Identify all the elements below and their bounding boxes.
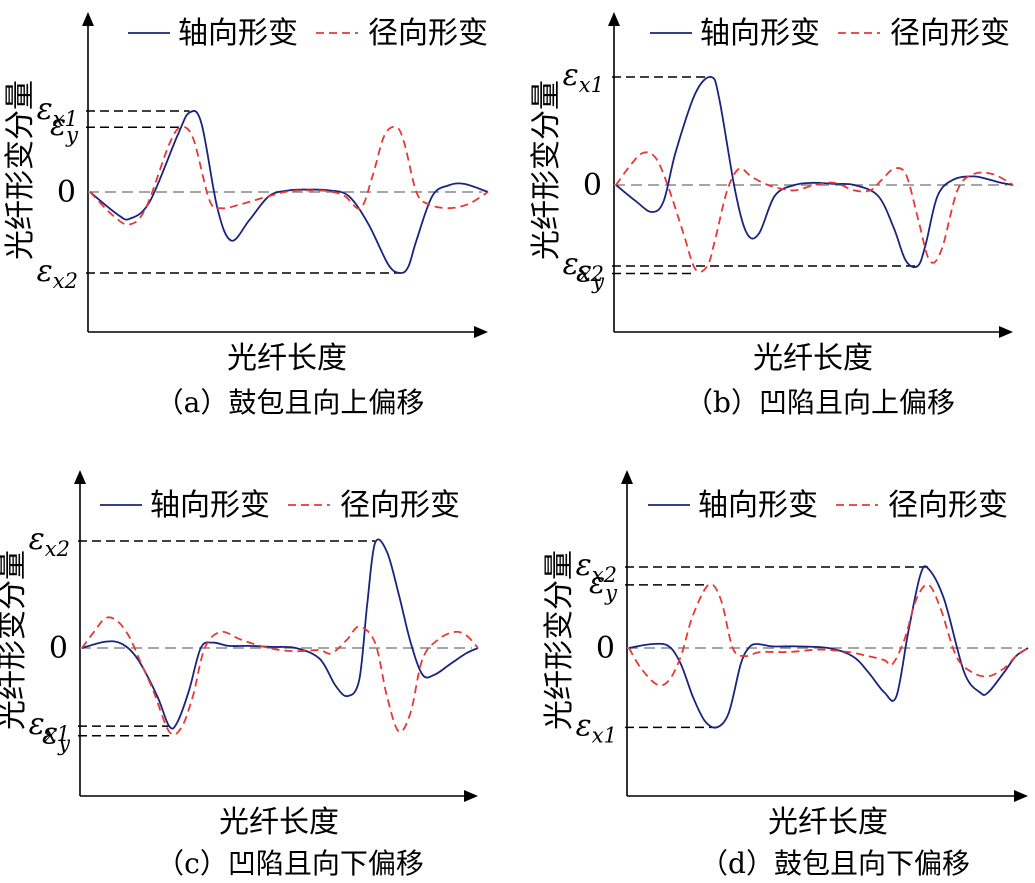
series-line-axial xyxy=(615,76,1014,269)
x-axis-label: 光纤长度 xyxy=(753,341,873,376)
epsilon-symbol: ε xyxy=(29,707,45,742)
epsilon-subscript: x1 xyxy=(579,73,604,97)
legend-label-axial: 轴向形变 xyxy=(178,16,298,51)
epsilon-subscript: x2 xyxy=(45,537,70,561)
y-axis-arrow xyxy=(621,470,633,484)
legend-label-radial: 径向形变 xyxy=(888,488,1008,523)
epsilon-symbol: ε xyxy=(42,717,58,752)
zero-tick-label: 0 xyxy=(49,631,68,666)
x-axis-label: 光纤长度 xyxy=(227,341,347,376)
epsilon-subscript: x2 xyxy=(53,269,78,293)
epsilon-symbol: ε xyxy=(37,92,53,127)
panel-caption: （c）凹陷且向下偏移 xyxy=(156,847,424,880)
epsilon-symbol: ε xyxy=(29,522,45,557)
epsilon-label-x2: εx2 xyxy=(576,548,617,587)
epsilon-label-x2: εx2 xyxy=(29,522,70,561)
epsilon-label-x1: εx1 xyxy=(576,708,617,747)
series-line-axial xyxy=(628,565,1029,729)
x-axis-label: 光纤长度 xyxy=(219,805,339,840)
epsilon-symbol: ε xyxy=(589,566,605,601)
panel-caption: （d）鼓包且向下偏移 xyxy=(700,847,970,880)
epsilon-label-x2: εx2 xyxy=(563,247,604,286)
zero-tick-label: 0 xyxy=(57,175,76,210)
y-axis-arrow xyxy=(82,12,94,26)
y-axis-arrow xyxy=(608,12,620,26)
epsilon-subscript: x1 xyxy=(592,723,617,747)
y-axis-label: 光纤形变分量 xyxy=(529,80,564,260)
epsilon-subscript: x2 xyxy=(579,262,604,286)
x-axis-arrow xyxy=(474,326,488,338)
zero-tick-label: 0 xyxy=(596,631,615,666)
panel-caption: （a）鼓包且向上偏移 xyxy=(156,386,425,419)
epsilon-label-y: εy xyxy=(589,566,618,605)
epsilon-label-y: εy xyxy=(576,255,605,294)
epsilon-symbol: ε xyxy=(50,108,66,143)
epsilon-subscript: y xyxy=(65,123,79,147)
epsilon-label-x2: εx2 xyxy=(37,254,78,293)
legend-label-axial: 轴向形变 xyxy=(700,16,820,51)
y-axis-label: 光纤形变分量 xyxy=(0,550,30,730)
y-axis-label: 光纤形变分量 xyxy=(542,550,577,730)
legend-label-axial: 轴向形变 xyxy=(698,488,818,523)
series-line-radial xyxy=(628,583,1029,687)
epsilon-symbol: ε xyxy=(576,548,592,583)
epsilon-symbol: ε xyxy=(37,254,53,289)
epsilon-symbol: ε xyxy=(563,58,579,93)
epsilon-label-y: εy xyxy=(50,108,79,147)
x-axis-arrow xyxy=(464,790,478,802)
epsilon-label-y: εy xyxy=(42,717,71,756)
epsilon-subscript: y xyxy=(591,270,605,294)
x-axis-label: 光纤长度 xyxy=(768,805,888,840)
epsilon-label-x1: εx1 xyxy=(29,707,70,746)
epsilon-symbol: ε xyxy=(576,708,592,743)
epsilon-label-x1: εx1 xyxy=(563,58,604,97)
legend-label-radial: 径向形变 xyxy=(340,488,460,523)
y-axis-arrow xyxy=(74,470,86,484)
epsilon-symbol: ε xyxy=(563,247,579,282)
epsilon-symbol: ε xyxy=(576,255,592,290)
panel-caption: （b）凹陷且向上偏移 xyxy=(685,386,955,419)
epsilon-label-x1: εx1 xyxy=(37,92,78,131)
x-axis-arrow xyxy=(1014,790,1028,802)
y-axis-label: 光纤形变分量 xyxy=(3,80,38,260)
series-line-radial xyxy=(89,125,489,226)
x-axis-arrow xyxy=(999,326,1013,338)
legend-label-radial: 径向形变 xyxy=(890,16,1010,51)
legend-label-axial: 轴向形变 xyxy=(150,488,270,523)
series-line-radial xyxy=(615,151,1014,273)
legend-label-radial: 径向形变 xyxy=(368,16,488,51)
zero-tick-label: 0 xyxy=(583,168,602,203)
epsilon-subscript: y xyxy=(57,732,71,756)
series-line-radial xyxy=(81,616,479,736)
series-line-axial xyxy=(81,538,479,730)
epsilon-subscript: x1 xyxy=(45,722,70,746)
epsilon-subscript: x1 xyxy=(53,107,78,131)
epsilon-subscript: x2 xyxy=(592,563,617,587)
epsilon-subscript: y xyxy=(604,581,618,605)
